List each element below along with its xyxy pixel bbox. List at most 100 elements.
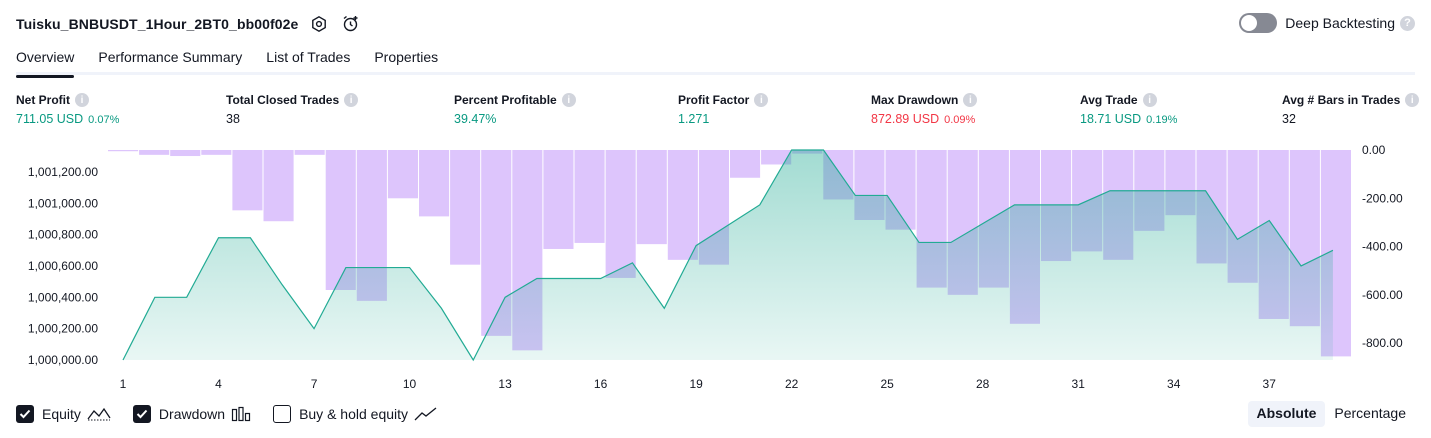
metric-value: 38 <box>226 112 240 126</box>
right-axis-tick-label: 0.00 <box>1362 143 1386 157</box>
tab-bar: Overview Performance Summary List of Tra… <box>16 47 1415 78</box>
help-icon[interactable]: ? <box>1400 15 1415 31</box>
metric-value: 711.05 USD <box>16 112 84 126</box>
legend-buy-hold[interactable]: Buy & hold equity <box>273 405 438 423</box>
x-axis-tick-label: 4 <box>215 377 222 391</box>
drawdown-checkbox[interactable] <box>132 405 151 423</box>
drawdown-bar <box>605 150 636 278</box>
x-axis-tick-label: 10 <box>403 377 417 391</box>
x-axis: 1 4 7 10 13 16 19 22 25 28 31 34 37 <box>120 377 1277 391</box>
x-axis-tick-label: 1 <box>120 377 127 391</box>
strategy-header: Tuisku_BNBUSDT_1Hour_2BT0_bb00f02e <box>16 12 362 36</box>
metric-label: Total Closed Trades <box>226 93 340 107</box>
info-icon[interactable]: i <box>1405 93 1420 107</box>
info-icon[interactable]: i <box>75 93 89 107</box>
drawdown-bar <box>667 150 698 260</box>
left-axis-tick-label: 1,000,000.00 <box>28 353 98 367</box>
info-icon[interactable]: i <box>754 93 769 107</box>
metric-label: Max Drawdown <box>871 93 959 107</box>
deep-backtesting-toggle[interactable] <box>1239 13 1278 33</box>
drawdown-bar <box>543 150 574 249</box>
add-alert-icon[interactable] <box>340 13 362 35</box>
metric-value: 18.71 USD <box>1080 112 1142 126</box>
metric-value: 32 <box>1282 112 1296 126</box>
right-axis-tick-label: -800.00 <box>1362 336 1403 350</box>
left-axis-tick-label: 1,001,200.00 <box>28 165 98 179</box>
info-icon[interactable]: i <box>344 93 359 107</box>
absolute-button[interactable]: Absolute <box>1247 401 1326 427</box>
left-axis-tick-label: 1,001,000.00 <box>28 196 98 210</box>
metric-value: 39.47% <box>454 112 497 126</box>
buy-hold-checkbox[interactable] <box>273 405 292 423</box>
metrics-row: Net Profit i 711.05 USD 0.07% Total Closed… <box>0 93 1431 133</box>
metric-label: Avg Trade <box>1080 93 1138 107</box>
drawdown-bar <box>108 150 139 152</box>
tab-properties[interactable]: Properties <box>374 49 439 65</box>
drawdown-bar <box>387 150 418 199</box>
x-axis-tick-label: 16 <box>594 377 608 391</box>
equity-label: Equity <box>42 406 81 422</box>
drawdown-bar <box>294 150 325 155</box>
deep-backtesting-control: Deep Backtesting ? <box>1239 13 1415 33</box>
percentage-button[interactable]: Percentage <box>1334 405 1406 421</box>
equity-area <box>123 150 1333 360</box>
metric-label: Net Profit <box>16 93 70 107</box>
metric-avg-bars-in-trades: Avg # Bars in Trades i 32 <box>1282 93 1420 126</box>
equity-drawdown-chart[interactable]: 1,001,200.00 1,001,000.00 1,000,800.00 1,00… <box>0 140 1431 396</box>
drawdown-bar <box>263 150 294 222</box>
metric-percent: 0.19% <box>1146 114 1178 126</box>
metric-percent: 0.09% <box>944 114 976 126</box>
drawdown-bar <box>325 150 356 290</box>
deep-backtesting-label: Deep Backtesting <box>1285 15 1395 31</box>
metric-percent: 0.07% <box>88 114 120 126</box>
left-axis-tick-label: 1,000,600.00 <box>28 259 98 273</box>
metric-label: Percent Profitable <box>454 93 557 107</box>
drawdown-bar <box>574 150 605 243</box>
strategy-name: Tuisku_BNBUSDT_1Hour_2BT0_bb00f02e <box>16 16 299 32</box>
legend-drawdown[interactable]: Drawdown <box>132 405 251 423</box>
x-axis-tick-label: 28 <box>976 377 990 391</box>
drawdown-label: Drawdown <box>158 406 226 422</box>
x-axis-tick-label: 22 <box>785 377 799 391</box>
metric-value: 1.271 <box>678 112 710 126</box>
right-axis: 0.00 -200.00 -400.00 -600.00 -800.00 <box>1362 143 1403 350</box>
right-axis-tick-label: -200.00 <box>1362 191 1403 205</box>
metric-profit-factor: Profit Factor i 1.271 <box>678 93 769 126</box>
drawdown-bar <box>170 150 201 157</box>
drawdown-bar <box>761 150 792 165</box>
metric-percent-profitable: Percent Profitable i 39.47% <box>454 93 576 126</box>
drawdown-bar <box>730 150 761 178</box>
equity-line <box>122 149 1334 362</box>
right-axis-tick-label: -400.00 <box>1362 240 1403 254</box>
metric-label: Profit Factor <box>678 93 750 107</box>
settings-gear-icon[interactable] <box>308 13 330 35</box>
x-axis-tick-label: 31 <box>1072 377 1086 391</box>
info-icon[interactable]: i <box>1142 93 1157 107</box>
equity-checkbox[interactable] <box>16 405 34 423</box>
metric-value: 872.89 USD <box>871 112 940 126</box>
metric-total-closed-trades: Total Closed Trades i 38 <box>226 93 359 126</box>
metric-net-profit: Net Profit i 711.05 USD 0.07% <box>16 93 119 126</box>
x-axis-tick-label: 7 <box>311 377 318 391</box>
buy-hold-line-icon <box>414 406 438 422</box>
drawdown-bar <box>232 150 263 211</box>
x-axis-tick-label: 25 <box>880 377 894 391</box>
buy-hold-label: Buy & hold equity <box>299 406 409 422</box>
legend-equity[interactable]: Equity <box>16 405 111 423</box>
info-icon[interactable]: i <box>561 93 576 107</box>
display-mode-toggle: Absolute Percentage <box>1247 401 1416 427</box>
drawdown-bar <box>201 150 232 155</box>
equity-line-icon <box>87 406 111 422</box>
x-axis-tick-label: 19 <box>689 377 703 391</box>
tab-overview[interactable]: Overview <box>16 47 75 78</box>
tab-list-of-trades[interactable]: List of Trades <box>266 49 351 65</box>
info-icon[interactable]: i <box>963 93 978 107</box>
tab-performance-summary[interactable]: Performance Summary <box>98 49 243 65</box>
drawdown-bar <box>450 150 481 265</box>
left-axis: 1,001,200.00 1,001,000.00 1,000,800.00 1,00… <box>28 165 98 367</box>
drawdown-bars-icon <box>231 406 251 422</box>
metric-avg-trade: Avg Trade i 18.71 USD 0.19% <box>1080 93 1177 126</box>
equity-series <box>122 149 1334 362</box>
right-axis-tick-label: -600.00 <box>1362 288 1403 302</box>
metric-label: Avg # Bars in Trades <box>1282 93 1401 107</box>
